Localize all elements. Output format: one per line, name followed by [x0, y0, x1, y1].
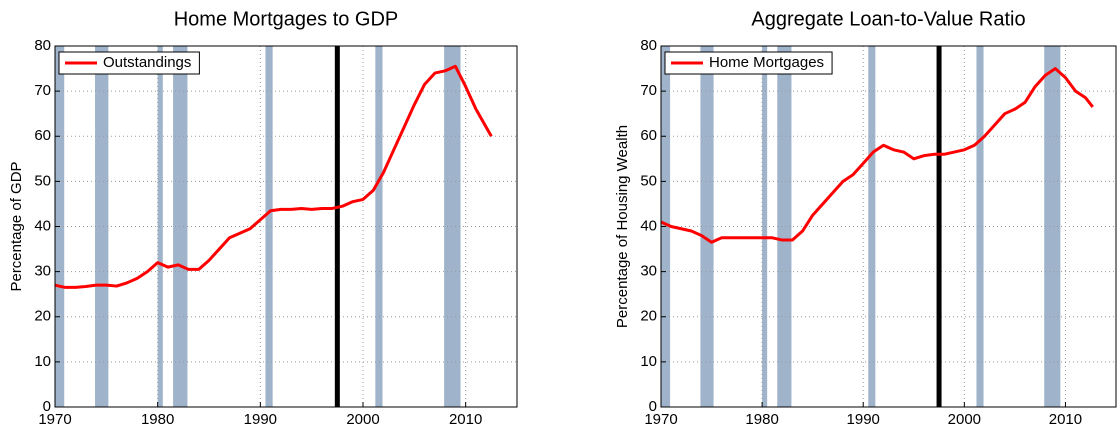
- y-tick-label: 70: [34, 82, 51, 99]
- y-axis-label: Percentage of Housing Wealth: [614, 125, 631, 328]
- recession-band: [700, 46, 714, 407]
- recession-band: [777, 46, 792, 407]
- y-tick-label: 10: [640, 353, 657, 370]
- y-tick-label: 10: [34, 353, 51, 370]
- x-tick-label: 1970: [644, 411, 677, 428]
- recession-band: [976, 46, 984, 407]
- plot-frame: [54, 45, 518, 408]
- recession-band: [868, 46, 876, 407]
- legend-box: [58, 51, 200, 75]
- x-tick-label: 2000: [346, 411, 379, 428]
- x-tick-label: 2010: [449, 411, 482, 428]
- y-tick-label: 20: [34, 308, 51, 325]
- x-tick-label: 1980: [745, 411, 778, 428]
- y-tick-label: 30: [640, 263, 657, 280]
- y-tick-label: 0: [649, 398, 657, 415]
- x-tick-label: 1990: [847, 411, 880, 428]
- x-tick-label: 1980: [141, 411, 174, 428]
- plot-frame: [660, 45, 1117, 408]
- recession-band: [762, 46, 768, 407]
- y-tick-label: 60: [34, 127, 51, 144]
- legend-label: Outstandings: [103, 54, 191, 71]
- y-tick-label: 60: [640, 127, 657, 144]
- y-axis-label: Percentage of GDP: [8, 161, 25, 291]
- y-tick-label: 40: [34, 217, 51, 234]
- shading: [661, 46, 1061, 407]
- line-series: [54, 64, 493, 289]
- y-tick-label: 20: [640, 308, 657, 325]
- legend-box: [664, 51, 833, 75]
- y-tick-label: 0: [43, 398, 51, 415]
- recession-band: [157, 46, 163, 407]
- chart: Aggregate Loan-to-Value Ratio Percentage …: [614, 8, 1117, 428]
- y-tick-label: 50: [34, 172, 51, 189]
- y-tick-label: 40: [640, 217, 657, 234]
- y-tick-label: 80: [34, 37, 51, 54]
- legend-label: Home Mortgages: [709, 54, 824, 71]
- x-tick-label: 1970: [38, 411, 71, 428]
- y-tick-label: 50: [640, 172, 657, 189]
- recession-band: [1044, 46, 1061, 407]
- x-tick-label: 1990: [244, 411, 277, 428]
- line-series: [660, 67, 1094, 244]
- y-tick-label: 80: [640, 37, 657, 54]
- recession-band: [265, 46, 273, 407]
- chart-title: Aggregate Loan-to-Value Ratio: [751, 8, 1025, 30]
- recession-band: [444, 46, 461, 407]
- chart-title: Home Mortgages to GDP: [174, 8, 399, 30]
- x-tick-label: 2000: [948, 411, 981, 428]
- recession-band: [375, 46, 383, 407]
- recession-band: [95, 46, 109, 407]
- y-tick-label: 70: [640, 82, 657, 99]
- y-tick-label: 30: [34, 263, 51, 280]
- x-tick-label: 2010: [1049, 411, 1082, 428]
